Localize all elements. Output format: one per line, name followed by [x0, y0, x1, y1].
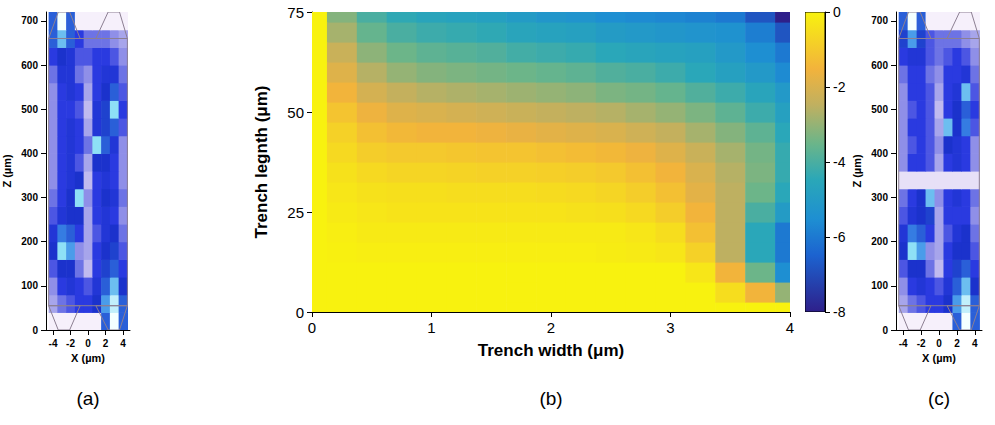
svg-text:-6: -6: [833, 229, 846, 245]
svg-text:25: 25: [287, 204, 304, 221]
svg-text:-4: -4: [833, 154, 846, 170]
svg-text:200: 200: [21, 236, 38, 247]
svg-text:700: 700: [871, 15, 888, 26]
svg-text:(c): (c): [928, 388, 950, 409]
svg-text:-2: -2: [66, 338, 75, 349]
svg-text:2: 2: [103, 338, 109, 349]
svg-text:0: 0: [833, 4, 841, 20]
svg-text:100: 100: [21, 280, 38, 291]
svg-text:-4: -4: [899, 338, 908, 349]
svg-text:Trench legnth (μm): Trench legnth (μm): [252, 85, 271, 238]
svg-text:X (µm): X (µm): [922, 352, 956, 364]
svg-text:4: 4: [786, 319, 794, 336]
svg-text:400: 400: [21, 148, 38, 159]
svg-text:1: 1: [427, 319, 435, 336]
svg-text:600: 600: [871, 60, 888, 71]
svg-text:Z (µm): Z (µm): [1, 154, 13, 188]
svg-text:X (µm): X (µm): [71, 352, 105, 364]
svg-text:600: 600: [21, 60, 38, 71]
svg-text:700: 700: [21, 15, 38, 26]
svg-text:Z (µm): Z (µm): [851, 154, 863, 188]
svg-text:-8: -8: [833, 304, 846, 320]
svg-text:50: 50: [287, 104, 304, 121]
svg-text:Trench width (μm): Trench width (μm): [478, 341, 624, 360]
svg-text:4: 4: [120, 338, 126, 349]
svg-text:3: 3: [666, 319, 674, 336]
svg-text:0: 0: [308, 319, 316, 336]
svg-text:0: 0: [85, 338, 91, 349]
svg-text:300: 300: [21, 192, 38, 203]
svg-text:75: 75: [287, 4, 304, 21]
svg-text:500: 500: [871, 104, 888, 115]
svg-text:-2: -2: [833, 79, 846, 95]
svg-text:300: 300: [871, 192, 888, 203]
svg-text:100: 100: [871, 280, 888, 291]
svg-text:0: 0: [882, 325, 888, 336]
svg-text:400: 400: [871, 148, 888, 159]
svg-text:500: 500: [21, 104, 38, 115]
svg-text:0: 0: [936, 338, 942, 349]
svg-text:-2: -2: [917, 338, 926, 349]
svg-text:200: 200: [871, 236, 888, 247]
svg-text:2: 2: [547, 319, 555, 336]
svg-text:0: 0: [296, 304, 304, 321]
svg-text:(a): (a): [76, 388, 99, 409]
svg-text:0: 0: [32, 325, 38, 336]
svg-text:-4: -4: [49, 338, 58, 349]
svg-text:2: 2: [954, 338, 960, 349]
svg-text:(b): (b): [539, 388, 562, 409]
svg-text:4: 4: [972, 338, 978, 349]
